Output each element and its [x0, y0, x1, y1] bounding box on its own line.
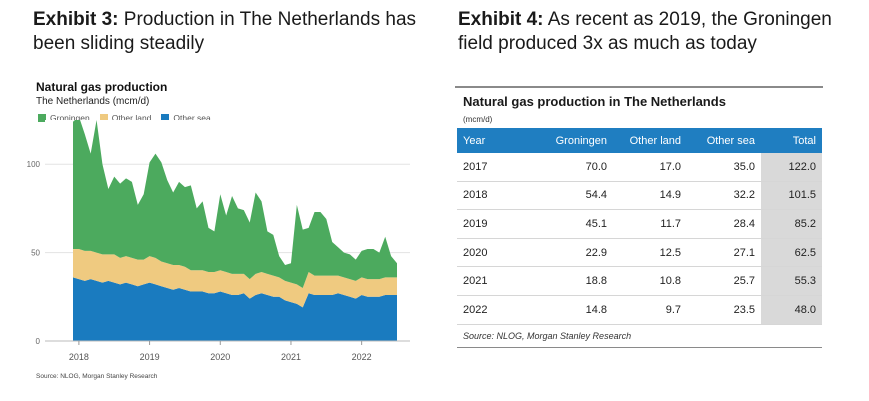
cell-groningen: 14.8	[539, 295, 613, 325]
table-row: 2021 18.8 10.8 25.7 55.3	[457, 266, 822, 296]
cell-year: 2022	[457, 295, 539, 325]
area-series-other-sea	[73, 277, 397, 341]
legend-label-groningen: Groningen	[50, 113, 90, 123]
legend-label-other-sea: Other sea	[173, 113, 211, 123]
cell-year: 2018	[457, 181, 539, 211]
y-tick-label: 100	[27, 160, 41, 169]
y-tick-label: 50	[31, 249, 40, 258]
cell-groningen: 18.8	[539, 266, 613, 296]
cell-total: 48.0	[761, 295, 822, 325]
cell-other-land: 17.0	[613, 153, 687, 182]
chart-title: Natural gas production	[36, 80, 168, 94]
cell-other-land: 14.9	[613, 181, 687, 211]
cell-other-sea: 35.0	[687, 153, 761, 182]
area-series-other-land	[73, 249, 397, 308]
cell-total: 122.0	[761, 153, 822, 182]
table-top-rule	[455, 86, 823, 88]
cell-other-land: 12.5	[613, 238, 687, 268]
y-tick-label: 0	[36, 337, 41, 346]
exhibit-3-title: Exhibit 3: Production in The Netherlands…	[33, 8, 423, 56]
cell-total: 62.5	[761, 238, 822, 268]
x-tick-label: 2021	[281, 352, 301, 362]
exhibit-3-title-line2: been sliding steadily	[33, 33, 205, 54]
cell-year: 2020	[457, 238, 539, 268]
col-header-other-sea: Other sea	[687, 128, 761, 153]
exhibit-3-label: Exhibit 3:	[33, 9, 119, 30]
legend-swatch-other-sea	[161, 114, 170, 122]
cell-total: 85.2	[761, 209, 822, 239]
x-tick-label: 2019	[140, 352, 160, 362]
col-header-total: Total	[761, 128, 822, 153]
cell-other-sea: 28.4	[687, 209, 761, 239]
cell-total: 55.3	[761, 266, 822, 296]
exhibit-4-label: Exhibit 4:	[458, 9, 544, 30]
production-table: Year Groningen Other land Other sea Tota…	[457, 128, 822, 325]
col-header-other-land: Other land	[613, 128, 687, 153]
table-title: Natural gas production in The Netherland…	[463, 94, 726, 109]
chart-source: Source: NLOG, Morgan Stanley Research	[36, 373, 158, 380]
table-unit: (mcm/d)	[463, 115, 493, 124]
cell-other-sea: 32.2	[687, 181, 761, 211]
production-table-panel: Natural gas production in The Netherland…	[455, 86, 823, 348]
chart-subtitle: The Netherlands (mcm/d)	[36, 96, 150, 107]
table-row: 2019 45.1 11.7 28.4 85.2	[457, 209, 822, 239]
exhibit-4-title: Exhibit 4: As recent as 2019, the Gronin…	[458, 8, 858, 56]
legend-swatch-other-land	[99, 114, 108, 122]
production-area-chart: 0 50 100 2018 2019 2020 2021 2022	[27, 120, 410, 362]
chart-legend: Groningen Other land Other sea	[38, 113, 221, 123]
table-source: Source: NLOG, Morgan Stanley Research	[463, 330, 632, 341]
cell-groningen: 45.1	[539, 209, 613, 239]
cell-groningen: 70.0	[539, 153, 613, 182]
col-header-year: Year	[457, 128, 539, 153]
table-row: 2022 14.8 9.7 23.5 48.0	[457, 295, 822, 325]
legend-item-groningen: Groningen	[38, 113, 90, 123]
table-row: 2020 22.9 12.5 27.1 62.5	[457, 238, 822, 268]
cell-other-land: 10.8	[613, 266, 687, 296]
legend-item-other-sea: Other sea	[161, 113, 211, 123]
cell-groningen: 22.9	[539, 238, 613, 268]
legend-swatch-groningen	[38, 114, 46, 122]
cell-other-sea: 23.5	[687, 295, 761, 325]
cell-other-land: 11.7	[613, 209, 687, 239]
table-row: 2018 54.4 14.9 32.2 101.5	[457, 181, 822, 211]
x-tick-label: 2022	[352, 352, 372, 362]
cell-other-land: 9.7	[613, 295, 687, 325]
legend-item-other-land: Other land	[99, 113, 152, 123]
x-tick-label: 2018	[69, 352, 89, 362]
table-row: 2017 70.0 17.0 35.0 122.0	[457, 153, 822, 182]
cell-groningen: 54.4	[539, 181, 613, 211]
cell-other-sea: 25.7	[687, 266, 761, 296]
x-tick-label: 2020	[210, 352, 230, 362]
cell-year: 2019	[457, 209, 539, 239]
table-body: 2017 70.0 17.0 35.0 122.0 2018 54.4 14.9 32.2 101…	[457, 153, 822, 325]
exhibit-3-title-line1: Production in The Netherlands has	[123, 9, 417, 30]
table-bottom-rule	[457, 346, 822, 348]
cell-total: 101.5	[761, 181, 822, 211]
area-series-groningen	[73, 120, 397, 288]
col-header-groningen: Groningen	[539, 128, 613, 153]
table-header-row: Year Groningen Other land Other sea Tota…	[457, 128, 822, 153]
legend-label-other-land: Other land	[111, 113, 152, 123]
exhibit-4-title-line2: field produced 3x as much as today	[458, 33, 757, 54]
cell-year: 2017	[457, 153, 539, 182]
exhibit-4-title-line1: As recent as 2019, the Groningen	[547, 9, 832, 30]
cell-other-sea: 27.1	[687, 238, 761, 268]
cell-year: 2021	[457, 266, 539, 296]
